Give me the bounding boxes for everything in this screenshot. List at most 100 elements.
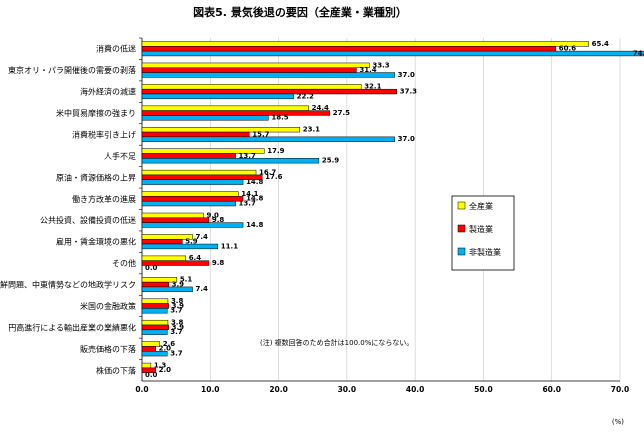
bar [141,298,169,304]
value-label: 24.4 [312,104,329,112]
category-label: 公共投資、設備投資の低迷 [40,215,136,225]
value-label: 16.7 [259,168,276,176]
value-label: 3.8 [171,297,184,305]
bar [141,346,156,352]
category-label: 米国の金融政策 [80,301,136,311]
value-label: 17.9 [267,147,284,155]
x-tick-label: 10.0 [201,385,220,394]
value-label: 7.4 [196,285,209,293]
bar [141,169,257,176]
value-label: 15.7 [252,130,269,138]
bar [141,115,269,121]
bars [141,41,644,373]
bar [141,46,557,52]
unit-label: (%) [612,418,624,426]
category-label: 人手不足 [104,151,136,161]
bar [141,281,169,288]
value-label: 65.4 [592,40,609,48]
bar [141,62,370,69]
bar [141,88,397,95]
value-label: 27.5 [333,109,350,117]
bar [141,286,193,292]
x-tick-label: 0.0 [135,385,148,394]
legend-label: 全産業 [469,201,493,211]
bar [141,243,219,250]
bar [141,72,395,78]
value-label: 74.1 [633,49,644,57]
category-label: 働き方改革の進展 [72,194,136,204]
value-label: 13.7 [239,199,256,207]
value-label: 6.4 [189,254,202,262]
value-label: 3.8 [171,319,184,327]
bar [141,105,309,111]
bar [141,212,204,219]
value-label: 3.9 [172,323,185,331]
x-tick-label: 60.0 [542,385,561,394]
bar [141,341,161,347]
value-label: 23.1 [303,126,320,134]
bar [141,41,589,47]
value-label: 37.0 [398,71,415,79]
value-label: 22.2 [297,92,314,100]
bar [141,329,168,335]
bar [141,324,169,331]
value-label: 5.1 [180,276,193,284]
category-label: 海外経済の減速 [80,87,136,97]
bar [141,362,152,369]
value-label: 14.1 [241,190,258,198]
category-label: その他 [112,258,136,268]
category-label: 消費税率引き上げ [72,129,136,139]
x-tick-label: 20.0 [269,385,288,394]
bar [141,319,169,326]
category-label: 株価の下落 [96,365,136,375]
legend-swatch [457,247,466,256]
bar [141,174,263,180]
value-label: 32.1 [364,83,381,91]
value-label: 3.7 [170,328,183,336]
value-label: 3.9 [172,280,185,288]
bar [141,179,244,185]
value-label: 2.6 [163,340,176,348]
category-label: 北朝鮮問題、中東情勢などの地政学リスク [0,280,136,290]
value-label: 14.8 [246,221,263,229]
legend-swatch [457,224,466,233]
value-label: 5.9 [185,238,198,246]
x-tick-label: 50.0 [474,385,493,394]
value-label: 0.0 [145,371,158,379]
bar [141,136,395,142]
chart-title: 図表5. 景気後退の要因（全産業・業種別） [193,5,407,19]
value-label: 14.8 [246,178,263,186]
value-label: 18.5 [271,114,288,122]
value-label: 9.8 [212,216,225,224]
value-label: 3.7 [170,350,183,358]
value-label: 11.1 [221,242,238,250]
value-label: 2.0 [159,345,172,353]
value-label: 31.4 [359,66,376,74]
category-label: 米中貿易摩擦の強まり [56,108,136,118]
legend-swatch [457,201,466,210]
bar [141,308,168,314]
legend-label: 非製造業 [469,247,501,257]
value-label: 7.4 [196,233,209,241]
value-label: 25.9 [322,157,339,165]
category-label: 消費の低迷 [96,44,136,54]
value-label: 9.8 [212,259,225,267]
bar [141,260,210,266]
category-label: 雇用・賃金環境の悪化 [56,237,136,247]
bar [141,200,236,207]
legend-label: 製造業 [469,224,493,234]
bar [141,127,300,133]
bar [141,217,210,223]
bar [141,303,169,309]
bar [141,239,183,245]
value-label: 13.7 [239,152,256,160]
bar [141,191,239,197]
bar [141,367,156,373]
value-label: 37.0 [398,135,415,143]
value-label: 3.7 [170,307,183,315]
x-tick-label: 30.0 [338,385,357,394]
value-labels: 65.4 60.6 74.1 33.331.4 37.0 32.1 37.3 22.2 24.4… [145,40,644,379]
category-label: 原油・資源価格の上昇 [56,172,136,182]
